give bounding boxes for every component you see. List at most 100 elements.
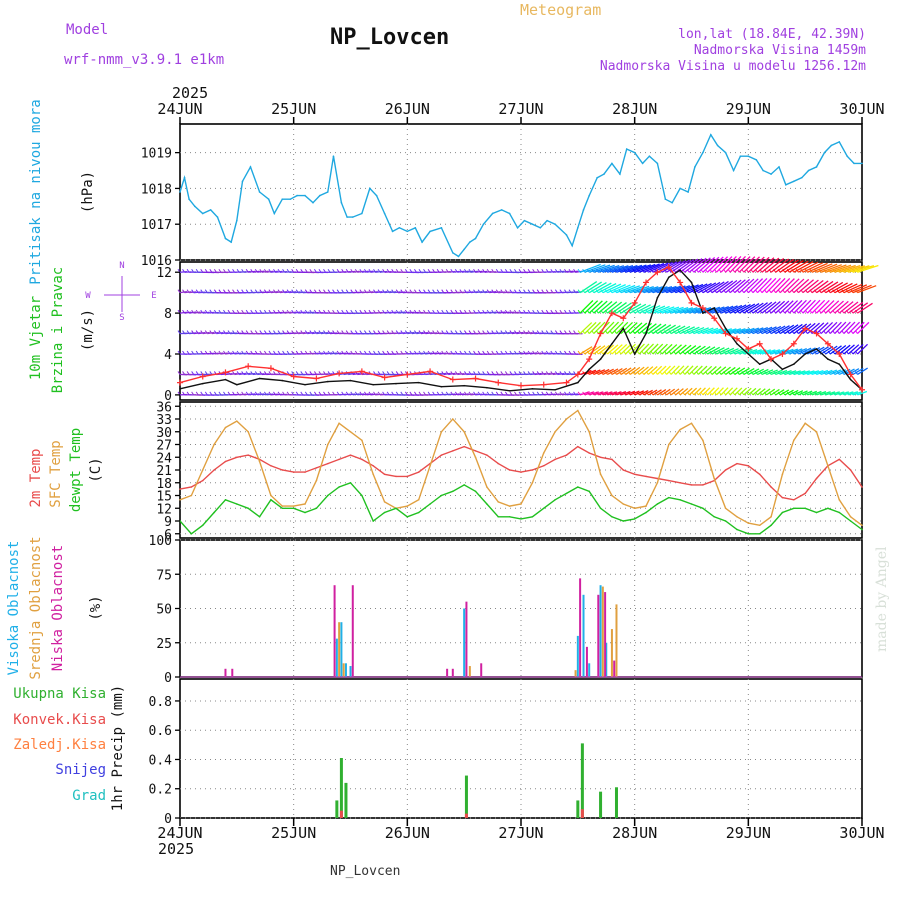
wind-barb-feather bbox=[495, 330, 499, 334]
wind-barb-feather bbox=[791, 350, 795, 355]
wind-barb-feather bbox=[582, 268, 586, 273]
wind-barb-feather bbox=[423, 350, 426, 355]
wind-barb-feather bbox=[295, 350, 299, 355]
wind-barb bbox=[843, 344, 855, 355]
wind-barb-feather bbox=[836, 330, 840, 334]
wind-barb-feather bbox=[204, 330, 208, 334]
wind-barb-feather bbox=[327, 391, 331, 396]
low_cloud-bar bbox=[231, 668, 234, 677]
pressure-point bbox=[516, 226, 519, 229]
wind-barb bbox=[252, 393, 260, 396]
wind-barb-feather bbox=[850, 330, 854, 334]
wind-barb bbox=[384, 291, 392, 294]
wind-barb bbox=[738, 367, 750, 376]
wind-barb bbox=[857, 285, 877, 294]
wind-barb-feather bbox=[495, 350, 499, 355]
wind-barb bbox=[289, 311, 297, 314]
pressure-point bbox=[267, 198, 270, 200]
wind-barb-feather bbox=[723, 268, 727, 273]
wind-barb-feather bbox=[673, 330, 677, 334]
wind-barb bbox=[298, 311, 306, 314]
wind-barb bbox=[429, 352, 438, 355]
temp2m-point bbox=[633, 473, 636, 476]
wind_speed-point bbox=[656, 296, 659, 299]
wind-barb-feather bbox=[454, 371, 458, 375]
wind-barb-feather bbox=[636, 289, 640, 293]
wind-barb-feather bbox=[341, 391, 345, 396]
wind-barb bbox=[561, 393, 569, 396]
temp2m-point bbox=[542, 464, 545, 467]
wind-barb bbox=[811, 370, 824, 376]
mid_cloud-bar bbox=[468, 666, 471, 677]
temp2m-point bbox=[656, 477, 659, 480]
pressure-point bbox=[679, 187, 681, 190]
pressure-point bbox=[281, 198, 284, 200]
wind-barb-feather bbox=[395, 391, 399, 396]
wind-barb-feather bbox=[568, 289, 572, 293]
wind-barb-feather bbox=[245, 371, 249, 375]
dewpt-point bbox=[588, 490, 590, 493]
wind-barb-feather bbox=[227, 309, 231, 314]
wind-barb-feather bbox=[623, 371, 626, 375]
wind-barb-feather bbox=[532, 371, 536, 375]
wind-barb-feather bbox=[313, 391, 317, 396]
wind-barb-feather bbox=[500, 268, 504, 273]
temp2m-point bbox=[213, 469, 215, 471]
wind-barb-feather bbox=[514, 309, 517, 314]
gust-point bbox=[688, 299, 695, 306]
wind-barb-feather bbox=[391, 371, 395, 375]
gust-point bbox=[824, 340, 831, 347]
wind-barb-feather bbox=[668, 371, 672, 375]
wind-barb-feather bbox=[504, 289, 508, 293]
wind-barb bbox=[656, 365, 667, 375]
wind-barb-feather bbox=[482, 330, 486, 334]
wind-barb-feather bbox=[554, 289, 558, 293]
wind-barb-feather bbox=[218, 330, 222, 334]
wind-barb-feather bbox=[573, 268, 576, 273]
dewpt-point bbox=[815, 511, 818, 514]
dewpt-point bbox=[315, 507, 318, 510]
pressure-point bbox=[273, 212, 276, 215]
wind-barb-feather bbox=[686, 289, 690, 293]
wind-barb-feather bbox=[736, 309, 740, 314]
wind-barb-feather bbox=[518, 391, 522, 396]
wind-barb-feather bbox=[195, 350, 199, 355]
pressure-point bbox=[823, 151, 826, 154]
wind-barb-feather bbox=[491, 268, 495, 273]
wind-barb-feather bbox=[700, 350, 704, 355]
wind-barb bbox=[806, 299, 821, 314]
dewpt-point bbox=[861, 528, 863, 531]
wind-barb bbox=[566, 270, 574, 273]
wind-barb bbox=[634, 390, 645, 396]
wind-barb-feather bbox=[491, 391, 495, 396]
gust-point bbox=[768, 356, 775, 363]
high_cloud-bar bbox=[349, 666, 352, 677]
wind-barb-feather bbox=[400, 391, 404, 396]
wind-barb bbox=[770, 388, 780, 396]
wind-barb-feather bbox=[486, 289, 490, 293]
wind-barb-feather bbox=[300, 391, 304, 396]
wind-barb-feather bbox=[541, 289, 545, 293]
sfc-point bbox=[633, 507, 636, 510]
wind-barb bbox=[366, 270, 374, 273]
wind-barb bbox=[643, 389, 653, 396]
wind-barb-feather bbox=[686, 268, 690, 273]
wind-barb-feather bbox=[445, 289, 449, 293]
wind-barb-feather bbox=[404, 289, 408, 293]
wind-barb-feather bbox=[659, 330, 663, 334]
wind-barb-feather bbox=[791, 371, 795, 375]
wind-barb-feather bbox=[759, 391, 763, 396]
sfc-point bbox=[292, 505, 295, 507]
wind-barb-feather bbox=[514, 289, 517, 293]
dewpt-point bbox=[827, 507, 829, 510]
wind-barb-feather bbox=[573, 289, 576, 293]
wind-barb-feather bbox=[509, 309, 513, 314]
wind-barb-feather bbox=[645, 309, 649, 314]
pressure-point bbox=[421, 241, 423, 243]
wind-barb-feather bbox=[323, 309, 326, 314]
wind-barb-feather bbox=[577, 391, 581, 396]
wind-barb bbox=[329, 352, 338, 355]
temp2m-point bbox=[599, 456, 602, 459]
wind-barb-feather bbox=[523, 309, 526, 314]
gust-point bbox=[677, 279, 684, 286]
